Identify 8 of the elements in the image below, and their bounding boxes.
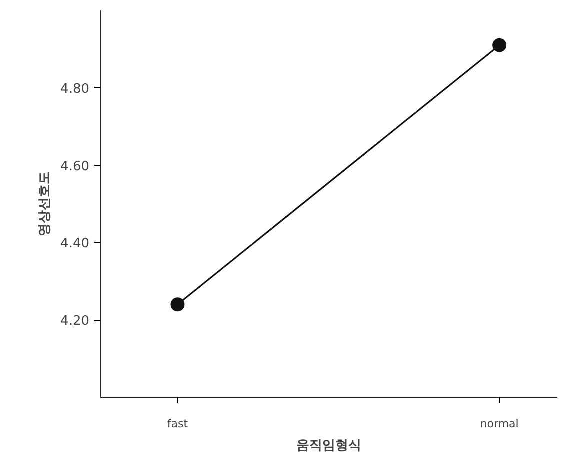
- x-tick-label: normal: [480, 418, 519, 430]
- y-tick-label: 4.80: [60, 82, 90, 97]
- y-tick-label: 4.60: [60, 159, 90, 174]
- y-tick-label: 4.20: [60, 314, 90, 330]
- x-axis-title: 움직임형식: [296, 438, 362, 454]
- y-axis-title: 영상선호도: [38, 172, 53, 236]
- y-tick-label: 4.40: [60, 236, 90, 252]
- x-tick-label: fast: [167, 418, 189, 430]
